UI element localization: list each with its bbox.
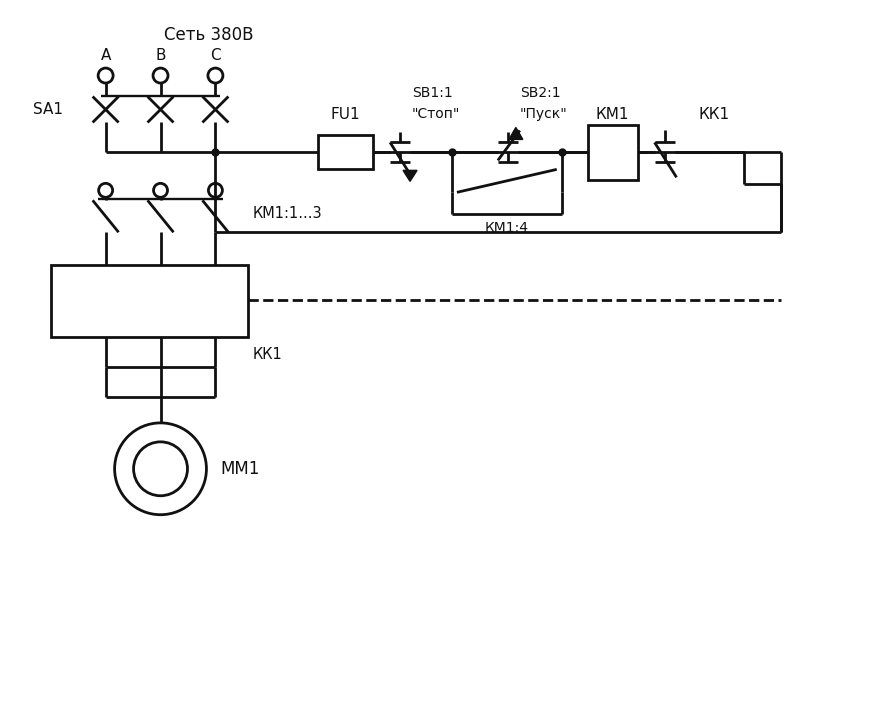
Text: КК1: КК1 [699, 107, 730, 122]
Text: Сеть 380В: Сеть 380В [163, 25, 253, 44]
Text: КМ1:1...3: КМ1:1...3 [252, 206, 322, 221]
Bar [587, 125, 638, 180]
Text: КК1: КК1 [252, 347, 282, 361]
Polygon shape [509, 127, 523, 140]
Text: "Пуск": "Пуск" [520, 108, 567, 121]
Text: В: В [156, 48, 166, 63]
Text: FU1: FU1 [331, 107, 361, 122]
Bar [50, 265, 249, 337]
Text: SB2:1: SB2:1 [520, 86, 561, 100]
Text: SA1: SA1 [33, 102, 63, 117]
Text: КМ1: КМ1 [596, 107, 629, 122]
Text: ММ1: ММ1 [221, 459, 260, 478]
Bar [318, 135, 373, 169]
Text: "Стоп": "Стоп" [412, 108, 461, 121]
Polygon shape [403, 170, 417, 181]
Text: А: А [101, 48, 111, 63]
Text: SB1:1: SB1:1 [412, 86, 453, 100]
Text: С: С [210, 48, 221, 63]
Text: КМ1:4: КМ1:4 [485, 221, 529, 236]
